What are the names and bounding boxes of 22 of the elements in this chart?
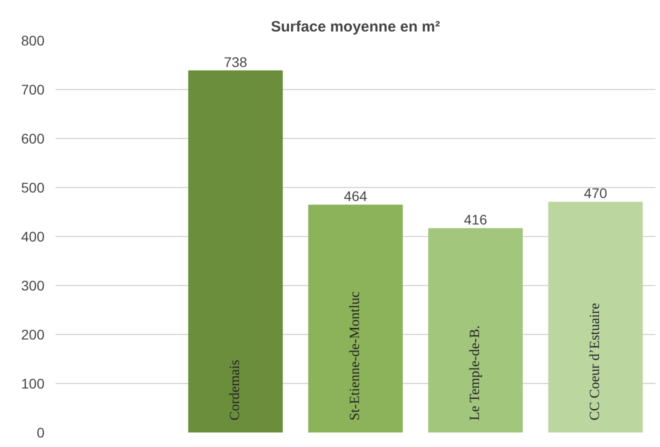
x-tick-label: St-Etienne-de-Montluc <box>348 291 363 420</box>
data-label: 470 <box>584 185 608 202</box>
y-tick-label: 100 <box>21 376 45 392</box>
data-label: 416 <box>464 212 488 228</box>
y-tick-label: 600 <box>21 130 45 146</box>
y-tick-label: 700 <box>21 82 45 98</box>
x-tick-label: CC Coeur d’Estuaire <box>588 303 603 420</box>
y-tick-label: 500 <box>21 180 45 196</box>
y-tick-label: 800 <box>21 32 45 48</box>
chart-title: Surface moyenne en m² <box>270 18 440 36</box>
x-tick-label: Cordemais <box>228 360 243 420</box>
data-label: 464 <box>344 188 368 204</box>
y-tick-label: 400 <box>21 228 45 244</box>
bar <box>308 204 403 432</box>
y-tick-label: 300 <box>21 278 45 294</box>
x-tick-label: Le Temple-de-B. <box>468 325 483 420</box>
bar <box>188 70 283 432</box>
y-tick-label: 0 <box>36 424 45 440</box>
y-tick-label: 200 <box>21 326 45 342</box>
bar <box>548 202 643 432</box>
bar <box>428 228 523 432</box>
data-label: 738 <box>224 54 248 70</box>
